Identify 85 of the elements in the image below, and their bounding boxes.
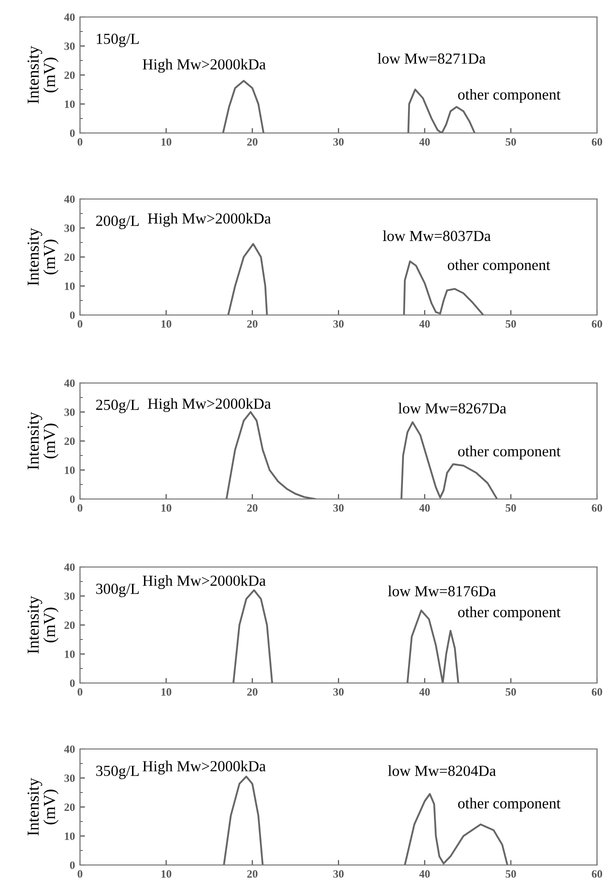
x-tick-label: 60 xyxy=(592,870,602,878)
y-tick-label: 20 xyxy=(64,621,75,629)
y-tick-label: 20 xyxy=(64,71,75,79)
x-tick-label: 40 xyxy=(419,688,430,696)
y-tick-label: 30 xyxy=(64,408,75,416)
y-tick-label: 0 xyxy=(70,495,75,503)
text: 300g/L xyxy=(96,584,139,598)
text: 250g/L xyxy=(96,400,139,414)
y-tick-label: 40 xyxy=(64,563,75,571)
annotation: low Mw=8204Da xyxy=(388,765,496,776)
x-tick-label: 40 xyxy=(419,138,430,146)
y-tick-label: 0 xyxy=(70,311,75,319)
y-tick-label: 30 xyxy=(64,42,75,50)
annotation: High Mw>2000kDa xyxy=(142,575,266,590)
y-tick-label: 20 xyxy=(64,803,75,811)
x-tick-label: 50 xyxy=(506,870,516,878)
x-tick-label: 50 xyxy=(506,504,516,512)
y-tick-label: 20 xyxy=(64,437,75,445)
x-tick-label: 40 xyxy=(419,504,430,512)
annotation: low Mw=8267Da xyxy=(398,402,506,414)
x-tick-label: 20 xyxy=(247,138,258,146)
y-tick-label: 10 xyxy=(64,650,75,658)
y-tick-label: 30 xyxy=(64,774,75,782)
text: 350g/L xyxy=(96,766,139,780)
x-tick-label: 50 xyxy=(506,688,516,696)
x-tick-label: 20 xyxy=(247,320,258,328)
annotation: other component xyxy=(458,798,561,812)
x-tick-label: 60 xyxy=(592,138,602,146)
y-tick-label: 40 xyxy=(64,379,75,387)
x-tick-label: 0 xyxy=(78,688,82,696)
x-tick-label: 30 xyxy=(333,688,344,696)
annotation: low Mw=8271Da xyxy=(378,52,486,64)
x-tick-label: 60 xyxy=(592,688,602,696)
annotation: low Mw=8176Da xyxy=(388,586,496,596)
x-tick-label: 50 xyxy=(506,320,516,328)
annotation: other component xyxy=(458,446,561,460)
y-tick-label: 10 xyxy=(64,832,75,840)
x-tick-label: 40 xyxy=(419,320,430,328)
y-tick-label: 10 xyxy=(64,282,75,290)
x-tick-label: 60 xyxy=(592,504,602,512)
y-tick-label: 30 xyxy=(64,592,75,600)
x-tick-label: 30 xyxy=(333,870,344,878)
text: 200g/L xyxy=(96,216,139,230)
y-axis-title: Intensity (mV) xyxy=(28,46,58,104)
annotation: other component xyxy=(458,88,561,103)
annotation: High Mw>2000kDa xyxy=(142,760,266,775)
x-tick-label: 0 xyxy=(78,504,82,512)
x-tick-label: 30 xyxy=(333,320,344,328)
annotation: other component xyxy=(458,606,561,620)
y-axis-title: Intensity (mV) xyxy=(28,228,58,286)
x-tick-label: 0 xyxy=(78,320,82,328)
x-tick-label: 10 xyxy=(162,870,172,878)
text: 150g/L xyxy=(96,34,139,48)
x-tick-label: 30 xyxy=(333,504,344,512)
x-tick-label: 10 xyxy=(162,138,172,146)
y-tick-label: 20 xyxy=(64,253,75,261)
y-tick-label: 30 xyxy=(64,224,75,232)
x-tick-label: 40 xyxy=(419,870,430,878)
x-tick-label: 10 xyxy=(162,504,172,512)
x-tick-label: 50 xyxy=(506,138,516,146)
annotation: High Mw>2000kDa xyxy=(148,398,271,412)
y-axis-title: Intensity (mV) xyxy=(28,412,58,470)
x-tick-label: 10 xyxy=(162,320,172,328)
y-axis-title: Intensity (mV) xyxy=(28,596,58,654)
annotation: other component xyxy=(448,259,550,274)
x-tick-label: 60 xyxy=(592,320,602,328)
x-tick-label: 20 xyxy=(247,688,258,696)
x-tick-label: 20 xyxy=(247,504,258,512)
x-tick-label: 20 xyxy=(247,870,258,878)
x-tick-label: 30 xyxy=(333,138,344,146)
y-tick-label: 40 xyxy=(64,195,75,203)
y-tick-label: 0 xyxy=(70,679,75,687)
y-tick-label: 40 xyxy=(64,745,75,753)
y-tick-label: 0 xyxy=(70,861,75,869)
y-axis-title: Intensity (mV) xyxy=(28,778,58,836)
annotation: High Mw>2000kDa xyxy=(148,212,271,227)
x-tick-label: 0 xyxy=(78,138,82,146)
annotation: low Mw=8037Da xyxy=(382,230,491,242)
x-tick-label: 10 xyxy=(162,688,172,696)
y-tick-label: 40 xyxy=(64,13,75,21)
y-tick-label: 0 xyxy=(70,129,75,137)
annotation: High Mw>2000kDa xyxy=(142,58,266,73)
x-tick-label: 0 xyxy=(78,870,82,878)
y-tick-label: 10 xyxy=(64,100,75,108)
y-tick-label: 10 xyxy=(64,466,75,474)
